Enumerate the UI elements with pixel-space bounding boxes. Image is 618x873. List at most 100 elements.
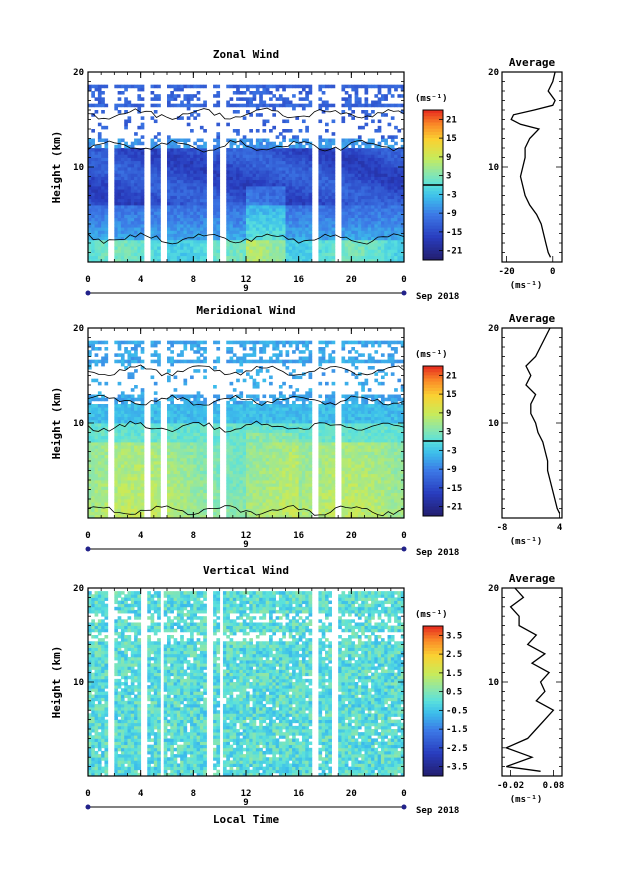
heatmap-cell [295,201,300,206]
heatmap-cell [193,359,198,364]
heatmap-cell [252,148,257,152]
heatmap-cell [170,227,174,231]
heatmap-cell [153,464,158,468]
heatmap-cell [252,258,257,263]
heatmap-cell [301,233,306,238]
heatmap-cell [226,186,230,190]
heatmap-cell [371,119,375,124]
heatmap-cell [97,451,102,456]
colorbar-tick-label: -3 [446,190,457,200]
heatmap-cell [114,151,119,155]
heatmap-cell [137,489,142,494]
heatmap-cell [308,239,313,244]
heatmap-cell [371,173,375,177]
heatmap-cell [301,220,306,225]
heatmap-cell [124,100,128,105]
heatmap-cell [387,243,392,247]
heatmap-cell [94,432,99,437]
heatmap-cell [94,179,99,184]
heatmap-cell [387,198,392,203]
heatmap-cell [120,176,125,181]
heatmap-cell [285,170,290,174]
heatmap-cell [180,214,184,219]
heatmap-cell [236,103,240,108]
heatmap-cell [380,236,385,241]
heatmap-cell [374,182,379,187]
heatmap-cell [196,138,201,143]
heatmap-cell [344,224,349,228]
heatmap-cell [301,201,306,206]
heatmap-cell [364,227,369,231]
heatmap-cell [97,182,102,187]
heatmap-cell [120,91,125,95]
heatmap-cell [400,249,405,253]
heatmap-cell [91,397,95,402]
heatmap-cell [176,359,181,364]
heatmap-cell [190,214,194,219]
heatmap-cell [173,198,178,203]
heatmap-cell [97,438,102,443]
heatmap-cell [186,182,191,187]
heatmap-cell [97,138,102,143]
heatmap-cell [127,476,132,481]
heatmap-cell [196,154,201,158]
chart-title: Zonal Wind [213,48,279,61]
heatmap-cell [193,205,198,209]
heatmap-cell [97,224,102,228]
heatmap-cell [259,144,263,149]
heatmap-cell [344,201,349,206]
heatmap-cell [321,167,326,171]
heatmap-cell [157,400,161,405]
heatmap-cell [367,208,372,212]
heatmap-cell [183,419,188,424]
heatmap-cell [130,457,135,462]
heatmap-cell [117,173,122,177]
heatmap-cell [173,480,178,484]
heatmap-cell [153,359,158,364]
heatmap-cell [282,148,286,152]
heatmap-cell [351,141,356,146]
heatmap-cell [134,356,138,361]
heatmap-cell [170,508,174,513]
heatmap-cell [328,195,332,200]
heatmap-cell [259,173,263,177]
heatmap-cell [150,167,155,171]
heatmap-cell [176,445,181,449]
heatmap-cell [150,410,155,414]
heatmap-cell [117,445,122,449]
heatmap-cell [397,176,402,181]
heatmap-cell [94,438,99,443]
heatmap-cell [318,217,323,222]
heatmap-cell [140,198,145,203]
heatmap-cell [137,138,142,143]
heatmap-cell [104,505,109,509]
heatmap-cell [351,182,356,187]
heatmap-cell [101,429,105,433]
heatmap-cell [232,211,237,215]
heatmap-cell [193,442,198,446]
heatmap-cell [252,94,257,98]
heatmap-cell [229,189,234,193]
heatmap-cell [213,208,217,212]
heatmap-cell [377,87,382,92]
heatmap-cell [190,492,194,497]
heatmap-cell [390,243,395,247]
heatmap-cell [117,505,122,509]
heatmap-cell [325,151,329,155]
heatmap-cell [371,179,375,184]
heatmap-cell [199,160,204,165]
heatmap-cell [127,356,132,361]
heatmap-cell [374,214,379,219]
heatmap-cell [137,94,142,98]
heatmap-cell [196,217,201,222]
heatmap-cell [288,205,293,209]
heatmap-cell [367,176,372,181]
heatmap-cell [367,233,372,238]
heatmap-cell [275,170,280,174]
heatmap-cell [127,148,132,152]
heatmap-cell [190,249,194,253]
heatmap-cell [275,97,280,101]
heatmap-cell [288,249,293,253]
heatmap-cell [130,451,135,456]
heatmap-cell [190,343,194,348]
